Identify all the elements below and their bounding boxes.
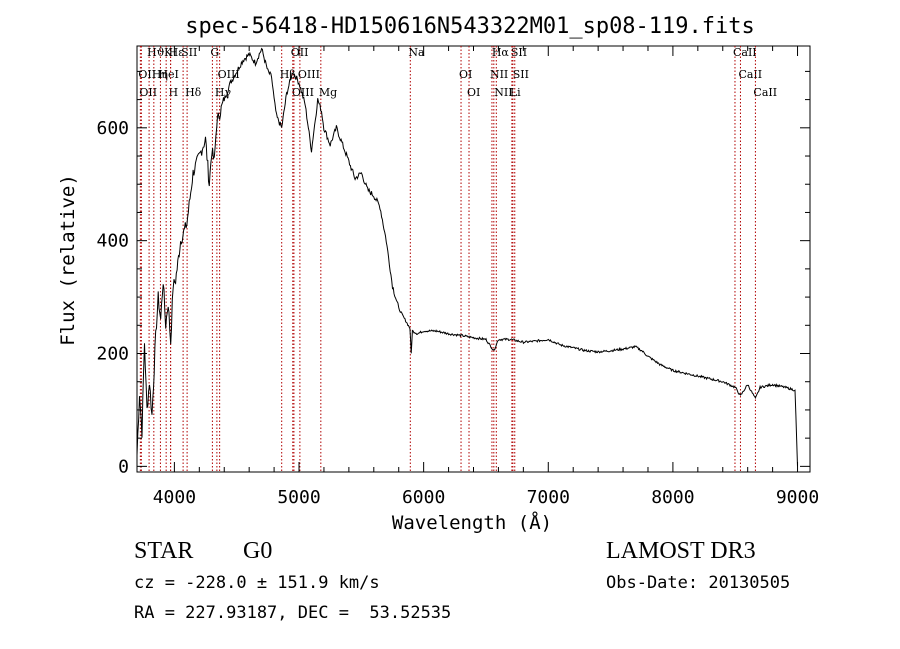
- line-marker-label: Hϑ: [147, 46, 165, 59]
- x-tick-label: 6000: [402, 487, 445, 508]
- line-marker-label: G: [210, 46, 219, 59]
- x-axis-ticks: 4000 5000 6000 7000 8000 9000: [153, 46, 819, 508]
- line-marker-label: Na: [408, 46, 425, 59]
- line-marker-label: NII: [494, 86, 512, 99]
- class-label: STAR: [134, 538, 194, 564]
- line-marker-label: K: [164, 46, 173, 59]
- redshift-line: cz = -228.0 ± 151.9 km/s: [134, 573, 380, 593]
- line-marker-label: SII: [513, 68, 529, 81]
- line-marker-label: CaII: [753, 86, 777, 99]
- line-marker-label: OIII: [298, 68, 320, 81]
- plot-frame: [136, 45, 811, 473]
- subclass-label: G0: [243, 538, 273, 564]
- line-marker-label: CaII: [738, 68, 762, 81]
- line-marker-label: Hα: [492, 46, 510, 59]
- line-marker-label: Hγ: [215, 86, 232, 99]
- y-axis-label: Flux (relative): [57, 174, 79, 346]
- line-marker-label: H: [169, 86, 179, 99]
- y-tick-label: 0: [118, 456, 129, 477]
- spectrum-line: [136, 47, 798, 467]
- x-tick-label: 7000: [527, 487, 570, 508]
- line-marker-label: CaII: [733, 46, 757, 59]
- x-tick-label: 4000: [153, 487, 196, 508]
- line-marker-label: HeI: [158, 68, 178, 81]
- x-tick-label: 8000: [651, 487, 694, 508]
- line-marker-label: NII: [490, 68, 508, 81]
- line-marker-label: Mg: [319, 86, 337, 99]
- x-tick-label: 9000: [776, 487, 819, 508]
- spectrum-plot: spec-56418-HD150616N543322M01_sp08-119.f…: [57, 14, 819, 534]
- y-tick-label: 600: [96, 118, 129, 139]
- line-marker-label: OI: [459, 68, 472, 81]
- x-tick-label: 5000: [277, 487, 320, 508]
- line-marker-label: OII: [291, 46, 309, 59]
- y-tick-label: 400: [96, 231, 129, 252]
- line-marker-label: SII: [511, 46, 527, 59]
- line-marker-label: Hε: [169, 46, 185, 59]
- line-marker-label: OII: [138, 68, 156, 81]
- y-tick-label: 200: [96, 344, 129, 365]
- line-marker-label: Li: [510, 86, 521, 99]
- line-marker-label: OIII: [218, 68, 240, 81]
- y-axis-ticks: 0 200 400 600: [96, 70, 810, 477]
- line-marker-label: SII: [181, 46, 197, 59]
- line-marker-label: Hη: [152, 68, 168, 81]
- chart-title: spec-56418-HD150616N543322M01_sp08-119.f…: [185, 14, 755, 39]
- line-marker-label: OIII: [292, 86, 314, 99]
- line-marker-label: Hδ: [185, 86, 202, 99]
- line-marker-label: OI: [467, 86, 480, 99]
- obs-date-line: Obs-Date: 20130505: [606, 573, 791, 593]
- line-marker-label: OII: [139, 86, 157, 99]
- survey-label: LAMOST DR3: [606, 538, 756, 564]
- coords-line: RA = 227.93187, DEC = 53.52535: [134, 603, 452, 623]
- spectrum-series: [136, 47, 798, 467]
- x-axis-label: Wavelength (Å): [392, 511, 552, 534]
